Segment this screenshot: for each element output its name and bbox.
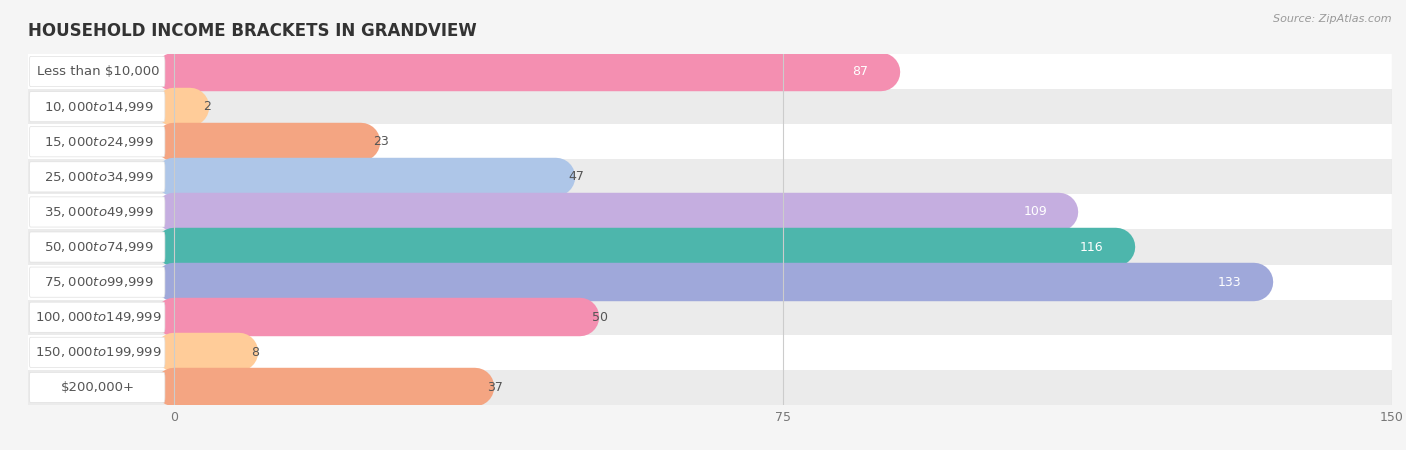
Text: $100,000 to $149,999: $100,000 to $149,999 xyxy=(35,310,162,324)
Bar xyxy=(174,61,880,82)
Bar xyxy=(174,96,190,117)
FancyBboxPatch shape xyxy=(30,232,165,262)
FancyBboxPatch shape xyxy=(30,337,165,368)
Bar xyxy=(28,194,1392,230)
Text: $50,000 to $74,999: $50,000 to $74,999 xyxy=(44,240,153,254)
Bar xyxy=(28,370,1392,405)
Text: HOUSEHOLD INCOME BRACKETS IN GRANDVIEW: HOUSEHOLD INCOME BRACKETS IN GRANDVIEW xyxy=(28,22,477,40)
Bar xyxy=(174,306,581,328)
Bar xyxy=(28,265,1392,300)
Bar xyxy=(28,230,1392,265)
Bar xyxy=(174,201,1059,223)
Bar xyxy=(174,342,239,363)
Bar xyxy=(28,89,1392,124)
Text: $35,000 to $49,999: $35,000 to $49,999 xyxy=(44,205,153,219)
FancyBboxPatch shape xyxy=(30,162,165,192)
FancyBboxPatch shape xyxy=(30,372,165,403)
Text: 23: 23 xyxy=(373,135,389,148)
Text: 47: 47 xyxy=(568,171,583,183)
Bar xyxy=(28,335,1392,370)
Bar xyxy=(28,300,1392,335)
Text: Less than $10,000: Less than $10,000 xyxy=(37,65,160,78)
Bar xyxy=(28,54,1392,89)
Bar xyxy=(174,131,361,153)
Bar xyxy=(174,271,1254,293)
Bar xyxy=(174,166,555,188)
Bar xyxy=(28,159,1392,194)
Text: $200,000+: $200,000+ xyxy=(62,381,135,394)
Text: $25,000 to $34,999: $25,000 to $34,999 xyxy=(44,170,153,184)
FancyBboxPatch shape xyxy=(30,302,165,333)
Text: 50: 50 xyxy=(592,311,609,324)
Text: 133: 133 xyxy=(1218,276,1241,288)
FancyBboxPatch shape xyxy=(30,267,165,297)
Bar xyxy=(28,124,1392,159)
FancyBboxPatch shape xyxy=(30,197,165,227)
Text: $75,000 to $99,999: $75,000 to $99,999 xyxy=(44,275,153,289)
Text: 116: 116 xyxy=(1080,241,1104,253)
FancyBboxPatch shape xyxy=(30,126,165,157)
Text: 2: 2 xyxy=(202,100,211,113)
Bar xyxy=(174,377,475,398)
Text: 109: 109 xyxy=(1024,206,1047,218)
FancyBboxPatch shape xyxy=(30,91,165,122)
Text: 87: 87 xyxy=(852,65,869,78)
Text: 8: 8 xyxy=(252,346,259,359)
Text: Source: ZipAtlas.com: Source: ZipAtlas.com xyxy=(1274,14,1392,23)
Bar xyxy=(174,236,1116,258)
Text: $150,000 to $199,999: $150,000 to $199,999 xyxy=(35,345,162,360)
Text: $10,000 to $14,999: $10,000 to $14,999 xyxy=(44,99,153,114)
Text: 37: 37 xyxy=(486,381,503,394)
FancyBboxPatch shape xyxy=(30,56,165,87)
Text: $15,000 to $24,999: $15,000 to $24,999 xyxy=(44,135,153,149)
